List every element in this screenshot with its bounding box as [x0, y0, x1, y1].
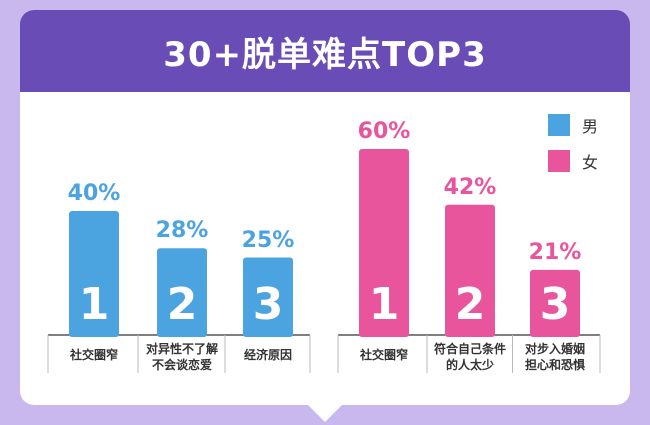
bar — [445, 204, 495, 337]
data-label: 42% — [443, 174, 497, 200]
category-label-line: 的人太少 — [445, 358, 494, 372]
category-label-line: 不会谈恋爱 — [151, 358, 212, 372]
category-label: 社交圈窄 — [344, 347, 424, 363]
category-label-line: 符合自己条件 — [433, 342, 506, 356]
bar — [243, 257, 293, 337]
legend: 男 女 — [548, 114, 598, 186]
legend-swatch-male — [548, 114, 570, 136]
chart-title: 30+脱单难点TOP3 — [163, 34, 487, 75]
rank-number: 3 — [252, 279, 284, 330]
legend-item-female: 女 — [548, 150, 598, 172]
category-label-line: 担心和恐惧 — [524, 358, 585, 372]
category-label: 对步入婚姻担心和恐惧 — [515, 341, 595, 373]
category-label-line: 社交圈窄 — [69, 348, 118, 362]
category-label: 经济原因 — [228, 347, 308, 363]
rank-number: 2 — [166, 279, 198, 330]
rank-number: 1 — [368, 279, 400, 330]
legend-item-male: 男 — [548, 114, 598, 136]
rank-number: 2 — [454, 279, 486, 330]
bar — [359, 149, 409, 337]
category-label-line: 对异性不了解 — [145, 342, 218, 356]
category-label-line: 经济原因 — [243, 348, 292, 362]
data-label: 25% — [241, 227, 295, 253]
card-pointer — [307, 404, 343, 422]
title-banner: 30+脱单难点TOP3 — [20, 10, 630, 92]
category-label: 社交圈窄 — [54, 347, 134, 363]
chart-card: 30+脱单难点TOP3 — [20, 10, 630, 405]
bar — [157, 248, 207, 337]
rank-number: 3 — [539, 279, 571, 330]
legend-swatch-female — [548, 150, 570, 172]
legend-label-male: 男 — [582, 117, 599, 136]
legend-label-female: 女 — [582, 153, 599, 172]
category-label-line: 社交圈窄 — [359, 348, 408, 362]
category-label: 符合自己条件 的人太少 — [430, 341, 510, 373]
category-label: 对异性不了解 不会谈恋爱 — [142, 341, 222, 373]
data-label: 40% — [67, 181, 121, 206]
bar — [530, 269, 580, 337]
category-label-line: 对步入婚姻 — [524, 342, 585, 356]
bar — [69, 211, 119, 337]
rank-number: 1 — [78, 279, 110, 330]
data-label: 28% — [155, 218, 209, 244]
data-label: 21% — [528, 239, 582, 265]
data-label: 60% — [357, 119, 411, 144]
